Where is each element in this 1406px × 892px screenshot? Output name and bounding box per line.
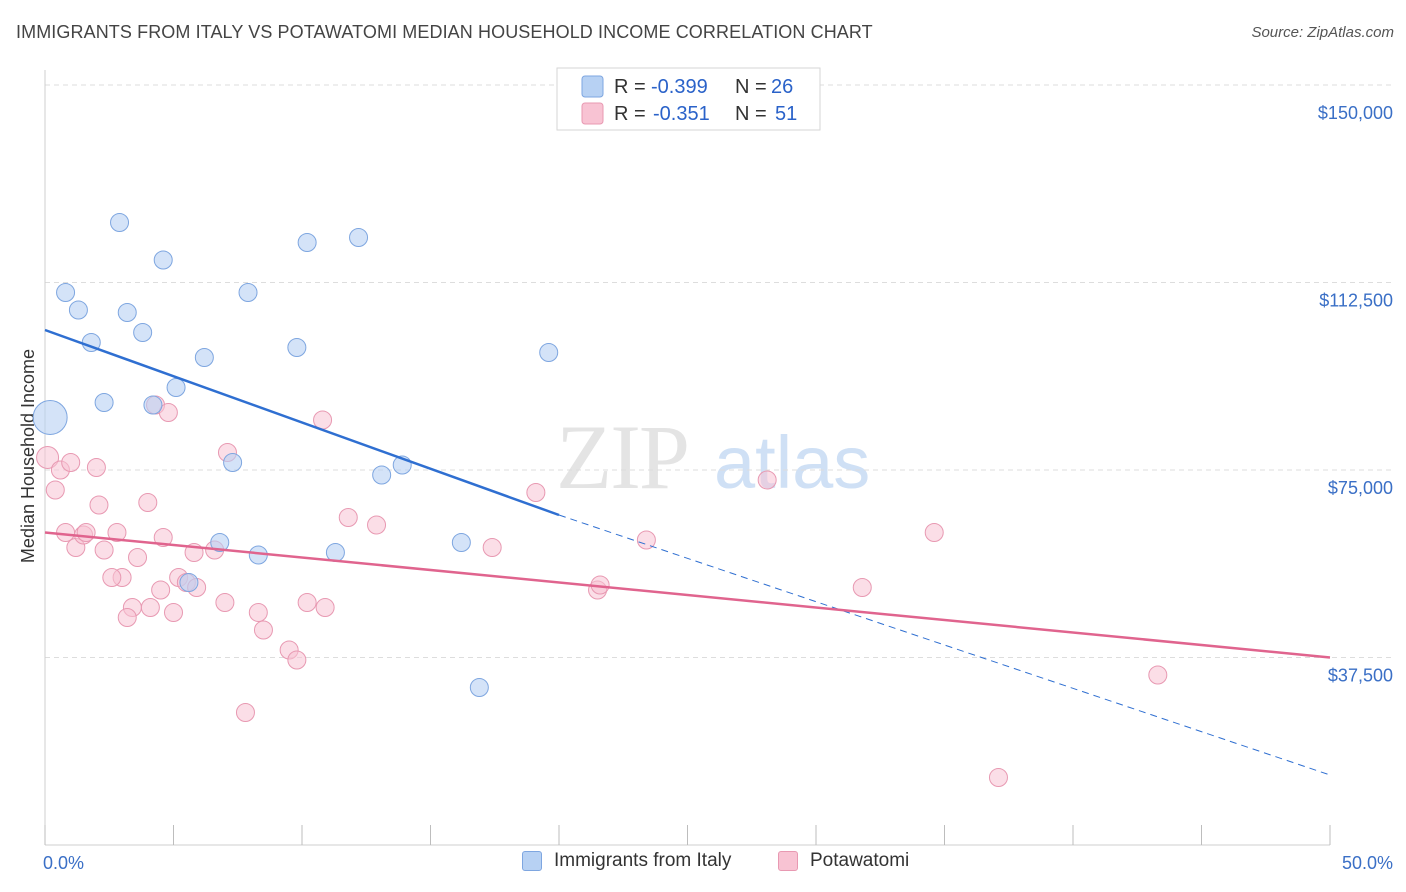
- potawatomi-point: [297, 593, 317, 612]
- watermark-atlas: atlas: [714, 421, 870, 504]
- potawatomi-point: [757, 470, 777, 490]
- potawatomi-point: [89, 495, 109, 515]
- watermark-zip: ZIP: [556, 406, 688, 508]
- potawatomi-point: [86, 458, 106, 477]
- y-axis-label: Median Household Income: [18, 349, 38, 563]
- bottom-legend-swatch-italy: [522, 851, 542, 871]
- potawatomi-point: [36, 446, 60, 469]
- italy-point: [56, 283, 76, 302]
- trend-lines: [44, 328, 1331, 776]
- potawatomi-point: [367, 515, 387, 535]
- potawatomi-point: [107, 523, 127, 542]
- chart-title: IMMIGRANTS FROM ITALY VS POTAWATOMI MEDI…: [16, 22, 873, 42]
- legend-n-value-potawatomi: 51: [775, 103, 797, 125]
- potawatomi-point: [235, 703, 255, 722]
- potawatomi-point: [287, 650, 307, 670]
- italy-point: [539, 343, 559, 362]
- italy-point: [238, 283, 258, 302]
- italy-point: [287, 338, 307, 357]
- legend-swatch-italy: [581, 75, 604, 98]
- potawatomi-point: [128, 548, 148, 567]
- y-tick-label: $150,000: [1318, 103, 1393, 123]
- potawatomi-point: [76, 523, 96, 542]
- italy-point: [223, 453, 243, 472]
- italy-point: [153, 250, 173, 270]
- x-tick-labels: 0.0% 50.0%: [43, 853, 1393, 873]
- italy-point: [349, 228, 369, 247]
- italy-point: [451, 533, 471, 552]
- italy-points: [32, 213, 559, 697]
- italy-point: [68, 300, 88, 320]
- italy-point: [469, 678, 489, 697]
- bottom-legend-italy: Immigrants from Italy: [522, 850, 731, 872]
- italy-point: [372, 465, 392, 485]
- potawatomi-point: [94, 540, 114, 560]
- potawatomi-point: [482, 538, 502, 557]
- italy-point: [117, 303, 137, 322]
- italy-point: [194, 348, 214, 367]
- potawatomi-point: [338, 508, 358, 527]
- potawatomi-point: [315, 598, 335, 617]
- italy-point: [133, 323, 153, 342]
- bottom-legend-swatch-potawatomi: [778, 851, 798, 871]
- potawatomi-point: [215, 593, 235, 612]
- potawatomi-point: [138, 493, 158, 512]
- potawatomi-point: [852, 578, 872, 597]
- legend-n-label-italy: N =: [735, 76, 767, 98]
- watermark: ZIP atlas: [556, 406, 870, 508]
- legend-r-value-potawatomi: -0.351: [653, 103, 710, 125]
- italy-trend-line: [44, 328, 560, 517]
- potawatomi-point: [526, 483, 546, 502]
- potawatomi-point: [248, 603, 268, 622]
- italy-point: [210, 533, 230, 552]
- potawatomi-point: [158, 403, 178, 422]
- potawatomi-trend-line: [44, 531, 1331, 659]
- source-note: Source: ZipAtlas.com: [1251, 24, 1394, 41]
- potawatomi-point: [924, 523, 944, 542]
- italy-point: [143, 395, 163, 415]
- bottom-legend-label-italy: Immigrants from Italy: [554, 850, 732, 871]
- potawatomi-point: [45, 480, 65, 500]
- potawatomi-point: [117, 608, 137, 627]
- italy-trend-extension: [558, 514, 1331, 776]
- potawatomi-point: [313, 410, 333, 430]
- potawatomi-point: [636, 530, 656, 550]
- italy-point: [94, 393, 114, 412]
- bottom-legend-potawatomi: Potawatomi: [778, 850, 909, 872]
- potawatomi-point: [56, 523, 76, 542]
- italy-point: [179, 573, 199, 592]
- potawatomi-point: [988, 768, 1008, 787]
- legend-n-label-potawatomi: N =: [735, 103, 767, 125]
- italy-point: [166, 378, 186, 397]
- potawatomi-point: [1148, 665, 1168, 685]
- italy-point: [325, 543, 345, 562]
- legend-r-value-italy: -0.399: [651, 76, 708, 98]
- x-tick-label-max: 50.0%: [1342, 853, 1393, 873]
- x-tick-label-min: 0.0%: [43, 853, 84, 873]
- potawatomi-point: [164, 603, 183, 622]
- potawatomi-point: [253, 620, 273, 640]
- potawatomi-points: [36, 395, 1168, 787]
- legend-r-label-italy: R =: [614, 76, 646, 98]
- italy-point: [110, 213, 130, 232]
- potawatomi-point: [153, 528, 173, 547]
- gridlines: [45, 84, 1395, 658]
- y-tick-labels: $37,500 $75,000 $112,500 $150,000: [1318, 103, 1393, 686]
- legend-n-value-italy: 26: [771, 76, 793, 98]
- bottom-legend-label-potawatomi: Potawatomi: [810, 850, 910, 871]
- potawatomi-point: [61, 453, 81, 472]
- legend-box: R = -0.399 N = 26 R = -0.351 N = 51: [556, 67, 821, 131]
- bottom-legend: Immigrants from Italy Potawatomi: [0, 850, 1406, 878]
- legend-swatch-potawatomi: [581, 102, 604, 125]
- potawatomi-point: [140, 598, 160, 617]
- potawatomi-point: [151, 580, 171, 600]
- italy-point: [32, 400, 68, 435]
- legend-r-label-potawatomi: R =: [614, 103, 646, 125]
- potawatomi-point: [102, 568, 122, 587]
- italy-point: [297, 233, 317, 252]
- y-tick-label: $112,500: [1319, 291, 1393, 311]
- y-tick-label: $75,000: [1328, 478, 1393, 498]
- y-tick-label: $37,500: [1328, 666, 1393, 686]
